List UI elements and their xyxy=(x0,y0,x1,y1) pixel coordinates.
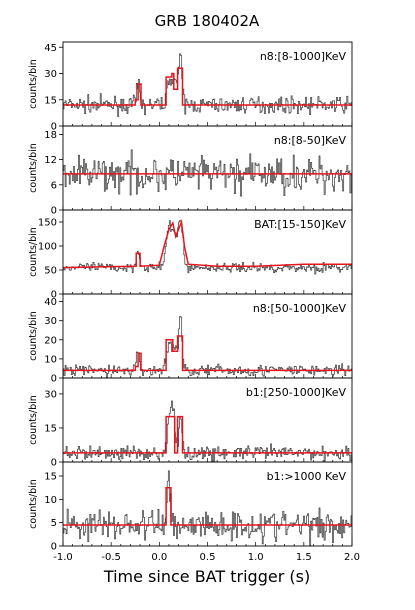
fit-line xyxy=(63,415,352,454)
y-tick-label: 150 xyxy=(38,218,57,229)
panel-label: b1:>1000 KeV xyxy=(267,470,347,483)
panel-label: n8:[8-1000]KeV xyxy=(260,50,347,63)
y-axis-label: counts/bin xyxy=(28,227,39,277)
y-tick-label: 15 xyxy=(44,472,57,483)
y-axis-label: counts/bin xyxy=(28,479,39,529)
x-tick-label: 0.0 xyxy=(151,552,167,563)
light-curve-line xyxy=(63,220,352,275)
light-curve-line xyxy=(63,149,352,197)
x-tick-label: -0.5 xyxy=(101,552,121,563)
light-curve-line xyxy=(63,53,352,117)
y-tick-label: 15 xyxy=(44,423,57,434)
y-tick-label: 12 xyxy=(44,155,57,166)
panel-6: 0 5 10 15 counts/bin b1:>1000 KeV xyxy=(28,461,353,553)
fit-line xyxy=(63,486,352,526)
y-tick-label: 6 xyxy=(51,180,57,191)
x-axis-label: Time since BAT trigger (s) xyxy=(103,567,310,586)
y-tick-label: 50 xyxy=(44,266,57,277)
y-tick-label: 5 xyxy=(51,518,57,529)
y-tick-label: 15 xyxy=(44,95,57,106)
panel-1: 0 15 30 45 counts/bin n8:[8-1000]KeV xyxy=(28,41,353,133)
panels-group: 0 15 30 45 counts/bin n8:[8-1000]KeV 0 6 12 18 cou… xyxy=(28,41,360,563)
y-axis-label: counts/bin xyxy=(28,395,39,445)
x-tick-label: 1.0 xyxy=(248,552,264,563)
x-tick-label: -1.0 xyxy=(53,552,73,563)
panel-label: n8:[50-1000]KeV xyxy=(253,302,347,315)
light-curve-line xyxy=(63,400,352,462)
y-axis-label: counts/bin xyxy=(28,311,39,361)
panel-label: n8:[8-50]KeV xyxy=(274,134,347,147)
x-tick-label: 2.0 xyxy=(344,552,360,563)
fit-line xyxy=(63,67,352,106)
y-tick-label: 100 xyxy=(38,242,57,253)
y-tick-label: 30 xyxy=(44,69,57,80)
y-tick-label: 10 xyxy=(44,495,57,506)
y-tick-label: 18 xyxy=(44,130,57,141)
light-curve-line xyxy=(63,316,352,378)
y-tick-label: 30 xyxy=(44,389,57,400)
panel-label: b1:[250-1000]KeV xyxy=(246,386,347,399)
fit-line xyxy=(63,335,352,372)
y-tick-label: 0 xyxy=(51,122,57,133)
fit-line xyxy=(62,219,352,269)
panel-2: 0 6 12 18 counts/bin n8:[8-50]KeV xyxy=(28,125,353,217)
y-tick-label: 0 xyxy=(51,374,57,385)
y-tick-label: 20 xyxy=(44,335,57,346)
x-tick-label: 1.5 xyxy=(296,552,312,563)
y-tick-label: 0 xyxy=(51,542,57,553)
y-tick-label: 45 xyxy=(44,43,57,54)
y-tick-label: 40 xyxy=(44,297,57,308)
panel-4: 0 10 20 30 40 counts/bin n8:[50-1000]KeV xyxy=(28,293,353,385)
figure-title: GRB 180402A xyxy=(155,12,260,30)
y-tick-label: 0 xyxy=(51,458,57,469)
panel-label: BAT:[15-150]KeV xyxy=(254,218,346,231)
y-axis-label: counts/bin xyxy=(28,59,39,109)
panel-5: 0 15 30 counts/bin b1:[250-1000]KeV xyxy=(28,377,353,469)
light-curve-line xyxy=(63,470,352,546)
x-tick-label: 0.5 xyxy=(200,552,216,563)
y-axis-label: counts/bin xyxy=(28,143,39,193)
y-tick-label: 10 xyxy=(44,354,57,365)
y-tick-label: 0 xyxy=(51,206,57,217)
y-tick-label: 30 xyxy=(44,316,57,327)
y-tick-label: 0 xyxy=(51,290,57,301)
